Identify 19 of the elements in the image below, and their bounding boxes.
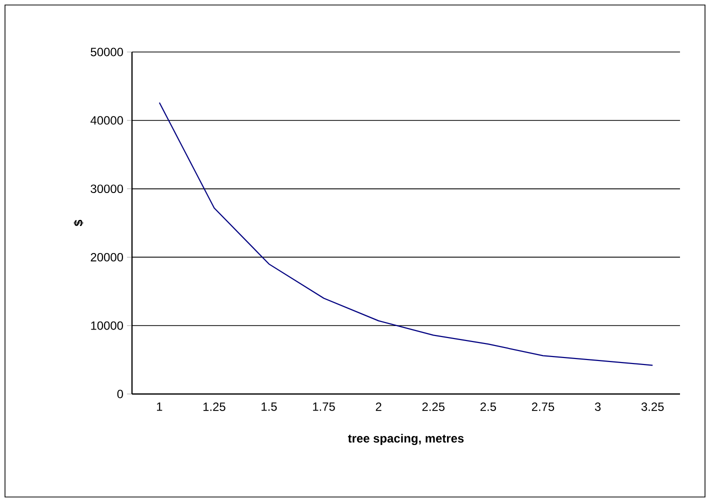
y-tick-label: 20000 [90, 252, 124, 262]
x-tick-label: 2.75 [532, 402, 554, 411]
y-tick-label: 30000 [90, 184, 124, 194]
x-tick-label: 3 [594, 402, 601, 411]
x-tick-label: 2.5 [480, 402, 496, 411]
x-tick-label: 1.75 [313, 402, 335, 411]
y-tick-label: 40000 [90, 116, 124, 125]
x-axis-title: tree spacing, metres [348, 434, 464, 446]
x-tick-label: 3.25 [641, 402, 664, 411]
x-tick-label: 2 [376, 402, 382, 411]
line-series [158, 102, 654, 366]
y-axis-title: $ [74, 220, 84, 226]
x-tick-label: 2.25 [422, 402, 445, 411]
x-tick-label: 1.25 [203, 402, 226, 411]
y-tick-label: 0 [117, 390, 124, 398]
y-tick-label: 50000 [90, 48, 124, 56]
y-tick-label: 10000 [91, 321, 124, 330]
x-tick-label: 1 [156, 402, 162, 411]
x-tick-label: 1.5 [262, 402, 277, 411]
